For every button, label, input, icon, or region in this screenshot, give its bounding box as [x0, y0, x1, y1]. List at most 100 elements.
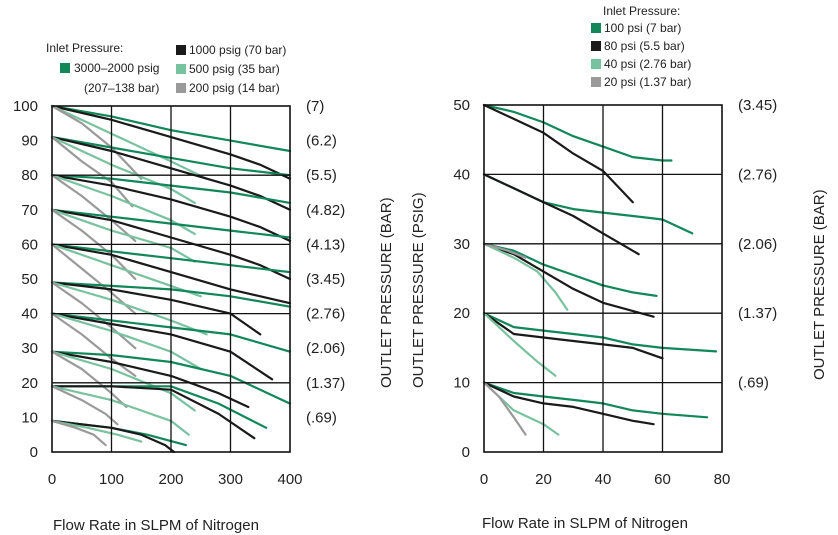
- left-legend-swatch-1: [176, 45, 186, 55]
- left-legend-swatch-2: [176, 64, 186, 74]
- y-tick-label: 40: [21, 306, 38, 323]
- series-line-black-17: [50, 243, 292, 305]
- bar-tick-label: (3.45): [306, 271, 345, 288]
- series-line-gray-7: [482, 242, 527, 259]
- series-line-gray-31: [50, 350, 128, 409]
- left-legend-label-0: 3000–2000 psig: [74, 61, 159, 75]
- bar-tick-label: (1.37): [306, 375, 345, 392]
- right-x-axis-title: Flow Rate in SLPM of Nitrogen: [482, 515, 688, 532]
- y-tick-label: 0: [30, 444, 38, 461]
- right-legend-label-1: 80 psi (5.5 bar): [604, 39, 685, 53]
- right-legend-swatch-3: [591, 77, 601, 87]
- right-legend-swatch-2: [591, 59, 601, 69]
- series-line-light_green-26: [50, 312, 202, 371]
- y-tick-label: 60: [21, 236, 38, 253]
- left-legend-swatch-3: [176, 83, 186, 93]
- series-line-light_green-14: [50, 208, 196, 263]
- series-line-black-1: [50, 104, 292, 180]
- y-tick-label: 50: [21, 271, 38, 288]
- series-line-gray-23: [50, 281, 137, 350]
- series-line-black-9: [50, 174, 292, 242]
- bar-tick-label: (2.76): [306, 306, 345, 323]
- series-line-gray-14: [482, 381, 527, 436]
- x-tick-label: 300: [218, 471, 243, 488]
- series-line-black-1: [482, 103, 634, 204]
- series-line-light_green-2: [50, 104, 208, 180]
- bar-tick-label: (2.06): [738, 236, 777, 253]
- right-chart: Inlet Pressure: 100 psi (7 bar) 80 psi (…: [453, 4, 777, 532]
- left-legend: Inlet Pressure: 3000–2000 psig (207–138 …: [46, 41, 286, 95]
- series-line-light_green-6: [482, 242, 569, 311]
- left-legend-label-2: 500 psig (35 bar): [189, 62, 280, 76]
- left-legend-label-3: 200 psig (14 bar): [189, 81, 280, 95]
- right-legend-label-2: 40 psi (2.76 bar): [604, 57, 691, 71]
- series-line-green-0: [482, 103, 673, 162]
- left-legend-swatch-0: [60, 63, 70, 73]
- y-tick-label: 10: [21, 409, 38, 426]
- series-line-black-5: [482, 242, 655, 318]
- right-legend: Inlet Pressure: 100 psi (7 bar) 80 psi (…: [591, 4, 691, 89]
- y-tick-label: 80: [21, 167, 38, 184]
- y-tick-label: 90: [21, 133, 38, 150]
- y-tick-label: 100: [13, 98, 38, 115]
- left-x-axis-title: Flow Rate in SLPM of Nitrogen: [53, 517, 259, 534]
- right-legend-label-3: 20 psi (1.37 bar): [604, 75, 691, 89]
- bar-tick-label: (6.2): [306, 133, 337, 150]
- series-line-gray-3: [50, 104, 143, 180]
- left-legend-label-0b: (207–138 bar): [84, 81, 159, 95]
- series-line-light_green-10: [50, 174, 196, 236]
- right-legend-swatch-1: [591, 41, 601, 51]
- right-legend-title: Inlet Pressure:: [603, 4, 680, 18]
- series-line-black-3: [482, 173, 640, 256]
- series-line-gray-15: [50, 208, 137, 281]
- x-tick-label: 60: [654, 471, 671, 488]
- x-tick-label: 20: [535, 471, 552, 488]
- bar-tick-label: (5.5): [306, 167, 337, 184]
- bar-tick-label: (2.06): [306, 340, 345, 357]
- series-line-green-32: [50, 385, 268, 429]
- series-line-light_green-38: [50, 419, 143, 443]
- series-line-light_green-10: [482, 312, 557, 377]
- series-line-gray-39: [50, 419, 107, 447]
- series-line-green-8: [482, 312, 718, 353]
- right-plot-area: 0 20 40 60 80 10 20 30 40 50 0 (.69) (1.37) (2.06) (2.…: [453, 97, 777, 488]
- series-line-black-9: [482, 312, 664, 360]
- bar-tick-label: (4.82): [306, 202, 345, 219]
- series-line-gray-27: [50, 312, 137, 377]
- y-tick-label: 10: [453, 375, 470, 392]
- series-line-black-37: [50, 419, 176, 454]
- series-line-light_green-34: [50, 385, 190, 436]
- y-tick-label: 70: [21, 202, 38, 219]
- x-tick-label: 0: [480, 471, 488, 488]
- x-tick-label: 100: [99, 471, 124, 488]
- bar-tick-label: (3.45): [738, 97, 777, 114]
- y-tick-label: 0: [462, 444, 470, 461]
- x-tick-label: 200: [158, 471, 183, 488]
- x-tick-label: 400: [277, 471, 302, 488]
- left-legend-title: Inlet Pressure:: [46, 41, 123, 55]
- left-legend-label-1: 1000 psig (70 bar): [189, 43, 286, 57]
- bar-tick-label: (.69): [738, 375, 769, 392]
- series-line-green-11: [482, 381, 709, 419]
- bar-tick-label: (1.37): [738, 305, 777, 322]
- series-line-light_green-6: [50, 136, 196, 204]
- y-tick-label: 50: [453, 97, 470, 114]
- series-line-gray-35: [50, 385, 119, 426]
- bar-tick-label: (7): [306, 98, 324, 115]
- x-tick-label: 80: [714, 471, 731, 488]
- series-line-gray-7: [50, 136, 134, 208]
- x-tick-label: 0: [48, 471, 56, 488]
- y-tick-label: 30: [453, 236, 470, 253]
- x-tick-label: 40: [595, 471, 612, 488]
- left-plot-area: 0 100 200 300 400 0 10 20 30 40 50 60 70 80 90 100 (.69)…: [13, 98, 345, 488]
- y-tick-label: 30: [21, 340, 38, 357]
- plot-frame: [483, 104, 723, 453]
- series-line-light_green-22: [50, 281, 208, 336]
- series-line-green-4: [482, 242, 658, 297]
- right-legend-label-0: 100 psi (7 bar): [604, 21, 681, 35]
- bar-tick-label: (4.13): [306, 236, 345, 253]
- series-line-black-12: [482, 381, 655, 426]
- bar-tick-label: (.69): [306, 409, 337, 426]
- y-tick-label: 40: [453, 166, 470, 183]
- y-tick-label: 20: [21, 375, 38, 392]
